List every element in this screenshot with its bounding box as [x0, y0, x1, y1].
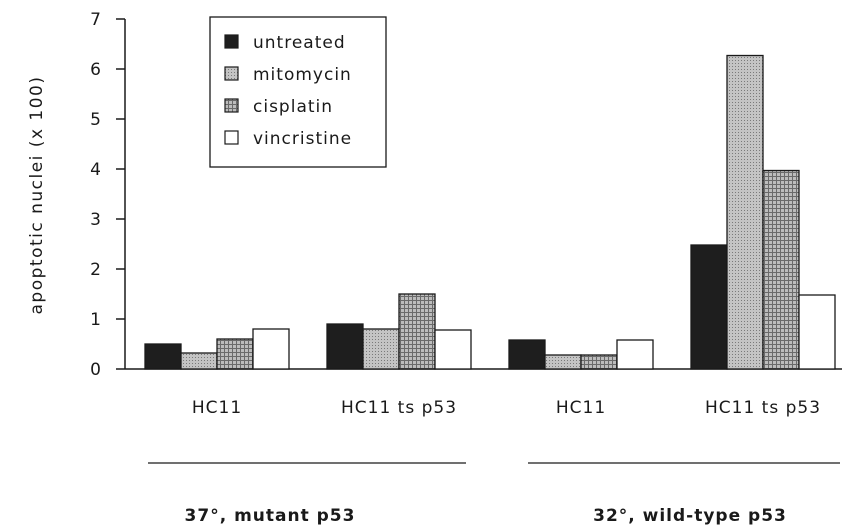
x-tick-label: HC11 [192, 398, 242, 418]
y-tick-label: 4 [90, 160, 101, 180]
bar-mitomycin-1 [362, 328, 400, 370]
y-tick-label: 6 [90, 60, 101, 80]
category-labels: HC11 HC11 ts p53 HC11 HC11 ts p53 [192, 398, 821, 418]
bar-mitomycin-3 [726, 54, 764, 370]
legend: untreated mitomycin cisplatin vincristine [209, 16, 387, 168]
y-tick-label: 3 [90, 210, 101, 230]
legend-swatch-untreated [224, 34, 239, 49]
group-labels: 37°, mutant p53 32°, wild-type p53 [148, 462, 840, 526]
bar-untreated-2 [508, 339, 546, 370]
y-tick-label: 5 [90, 110, 101, 130]
y-tick-label: 2 [90, 260, 101, 280]
y-ticks: 0 1 2 3 4 5 6 7 [90, 10, 125, 380]
group-label-0: 37°, mutant p53 [185, 506, 356, 526]
bar-untreated-3 [690, 244, 728, 370]
bar-mitomycin-0 [180, 352, 218, 370]
legend-label-untreated: untreated [253, 33, 346, 53]
x-tick-label: HC11 ts p53 [705, 398, 821, 418]
bar-untreated-1 [326, 323, 364, 370]
bars [144, 54, 836, 370]
legend-swatch-cisplatin [224, 98, 239, 113]
bar-vincristine-1 [434, 329, 472, 370]
y-tick-label: 0 [90, 360, 101, 380]
bar-vincristine-2 [616, 339, 654, 370]
legend-label-cisplatin: cisplatin [253, 97, 333, 117]
bar-cisplatin-2 [580, 354, 618, 370]
x-tick-label: HC11 [556, 398, 606, 418]
bar-vincristine-3 [798, 294, 836, 370]
bar-cisplatin-1 [398, 293, 436, 370]
bar-cisplatin-0 [216, 338, 254, 370]
legend-label-mitomycin: mitomycin [253, 65, 352, 85]
legend-swatch-vincristine [224, 130, 239, 145]
bar-cisplatin-3 [762, 169, 800, 370]
bar-mitomycin-2 [544, 354, 582, 370]
x-tick-label: HC11 ts p53 [341, 398, 457, 418]
legend-swatch-mitomycin [224, 66, 239, 81]
legend-box [209, 16, 387, 168]
group-label-1: 32°, wild-type p53 [593, 506, 787, 526]
y-tick-label: 7 [90, 10, 101, 30]
legend-label-vincristine: vincristine [253, 129, 352, 149]
bar-vincristine-0 [252, 328, 290, 370]
y-axis-title: apoptotic nuclei (x 100) [27, 76, 47, 315]
bar-untreated-0 [144, 343, 182, 370]
y-tick-label: 1 [90, 310, 101, 330]
